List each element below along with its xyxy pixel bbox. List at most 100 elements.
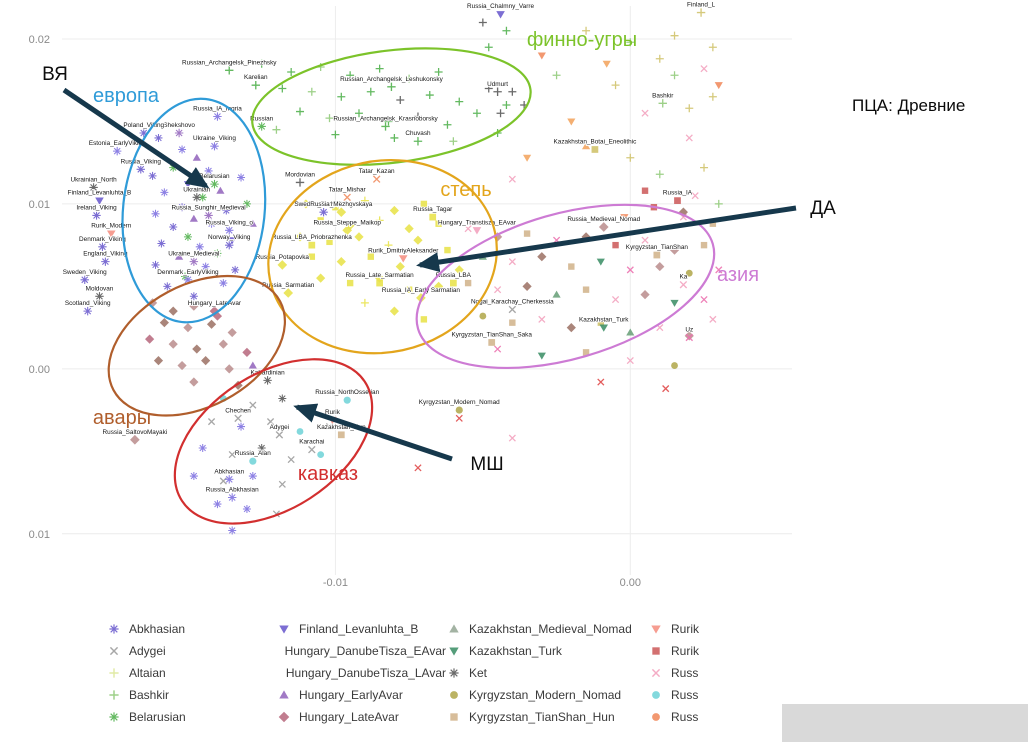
data-point-sq [582, 286, 590, 293]
legend-item: Bashkir [106, 684, 276, 706]
data-point-tu [449, 624, 459, 633]
data-point-x [343, 193, 351, 202]
legend-marker-icon [651, 668, 661, 678]
data-point-plus [257, 59, 266, 68]
legend-label: Russ [671, 688, 699, 702]
point-label: Russia_Sunghir_Medieval [171, 204, 245, 211]
data-point-x [464, 225, 472, 233]
data-point-td [95, 197, 104, 205]
point-label: Ukrainian [183, 186, 210, 193]
legend-label: Bashkir [129, 688, 170, 702]
point-label: Udmurt [487, 81, 508, 88]
point-label: Russia_LBA [436, 272, 472, 279]
data-point-plus [714, 199, 723, 208]
data-point-plus [387, 82, 396, 92]
point-label: Russia_SaltovoMayaki [103, 429, 168, 436]
data-point-tu [581, 142, 591, 150]
data-point-di [201, 355, 211, 366]
data-point-di [413, 235, 423, 245]
legend-item: Ket [446, 662, 648, 684]
data-point-ast [109, 624, 119, 634]
data-point-ast [109, 712, 119, 722]
data-point-di [336, 257, 346, 267]
data-point-td [567, 118, 576, 126]
data-point-sq [597, 319, 605, 326]
data-point-plus [413, 112, 422, 121]
data-point-ast [257, 122, 266, 131]
legend-column: Abkhasian Adygei Altaian Bashkir Belarusian [106, 618, 276, 728]
data-point-plus [502, 100, 511, 109]
point-label: Ireland_Viking [76, 204, 117, 211]
legend-column: Kazakhstan_Medieval_Nomad Kazakhstan_Turk… [446, 618, 648, 728]
data-point-plus [658, 99, 667, 108]
data-point-ast [204, 211, 213, 220]
data-point-ci [450, 691, 458, 699]
data-point-x [597, 378, 605, 386]
cluster-ellipses-layer: европа финно-угры степь азия авары кавказ [93, 29, 759, 525]
data-point-plus [696, 8, 706, 17]
data-point-plus [670, 31, 679, 40]
data-point-ast [101, 257, 110, 266]
data-point-x [266, 418, 275, 426]
data-point-x [308, 445, 316, 454]
legend-label: Hungary_DanubeTisza_LAvar [285, 666, 446, 680]
cluster-label-caucasus: кавказ [298, 463, 358, 485]
data-point-plus [396, 96, 405, 105]
legend-label: Rurik [671, 644, 700, 658]
legend-label: Adygei [129, 644, 166, 658]
data-point-di [192, 344, 202, 354]
data-point-ast [189, 292, 198, 301]
point-label: Norway_Viking [208, 234, 251, 241]
data-point-di [177, 360, 187, 371]
data-point-plus [375, 216, 384, 225]
data-point-ci [671, 362, 678, 369]
data-point-plus [413, 137, 423, 146]
data-point-ast [225, 475, 234, 484]
data-point-x [455, 414, 463, 422]
point-label: Mordovian [285, 171, 315, 178]
cluster-label-europe: европа [93, 85, 160, 107]
point-label: Rurik_DmitriyAleksander [368, 247, 439, 254]
data-point-x [700, 65, 708, 73]
point-label: Kazakhstan_Turk [579, 317, 629, 324]
data-point-plus [251, 80, 260, 90]
data-point-ast [181, 272, 190, 281]
data-point-sq [612, 241, 619, 249]
data-point-di [242, 347, 252, 357]
data-point-ast [169, 163, 178, 172]
annotation-label-msh: МШ [470, 454, 503, 475]
point-label: Tatar_Kazan [359, 168, 395, 175]
legend-item: Rurik [648, 640, 788, 662]
data-point-plus [109, 690, 119, 700]
data-point-ast [237, 422, 246, 431]
data-point-sq [591, 146, 599, 153]
data-point-td [714, 82, 723, 90]
data-point-x [372, 175, 381, 183]
legend-label: Hungary_EarlyAvar [299, 688, 403, 702]
data-point-ast [201, 262, 210, 271]
data-point-ast [319, 207, 328, 217]
legend-label: Kazakhstan_Medieval_Nomad [469, 622, 632, 636]
point-label: Adygei [270, 424, 290, 431]
data-point-ast [213, 500, 222, 509]
data-point-sq [488, 339, 496, 346]
data-point-plus [360, 196, 369, 205]
data-point-plus [700, 163, 709, 172]
legend-item: Russ [648, 706, 788, 728]
data-point-ast [183, 275, 193, 284]
annotation-arrow-msh [293, 403, 453, 462]
data-point-td [472, 227, 482, 235]
data-point-plus [670, 71, 679, 80]
data-point-x [494, 345, 502, 353]
data-point-sq [509, 319, 516, 326]
point-label: Kazakhstan_Botai_Eneolithic [554, 138, 638, 145]
legend-item: Adygei [106, 640, 276, 662]
point-label: Nogai_Karachay_Cherkessia [471, 298, 554, 305]
data-point-plus [384, 241, 393, 250]
data-point-plus [425, 91, 434, 100]
data-point-ast [95, 292, 104, 301]
legend-marker-icon [450, 691, 458, 699]
legend-label: Kyrgyzstan_TianShan_Hun [469, 710, 615, 724]
data-point-plus [366, 87, 375, 96]
legend-column: Finland_Levanluhta_B Hungary_DanubeTisza_… [276, 618, 446, 728]
